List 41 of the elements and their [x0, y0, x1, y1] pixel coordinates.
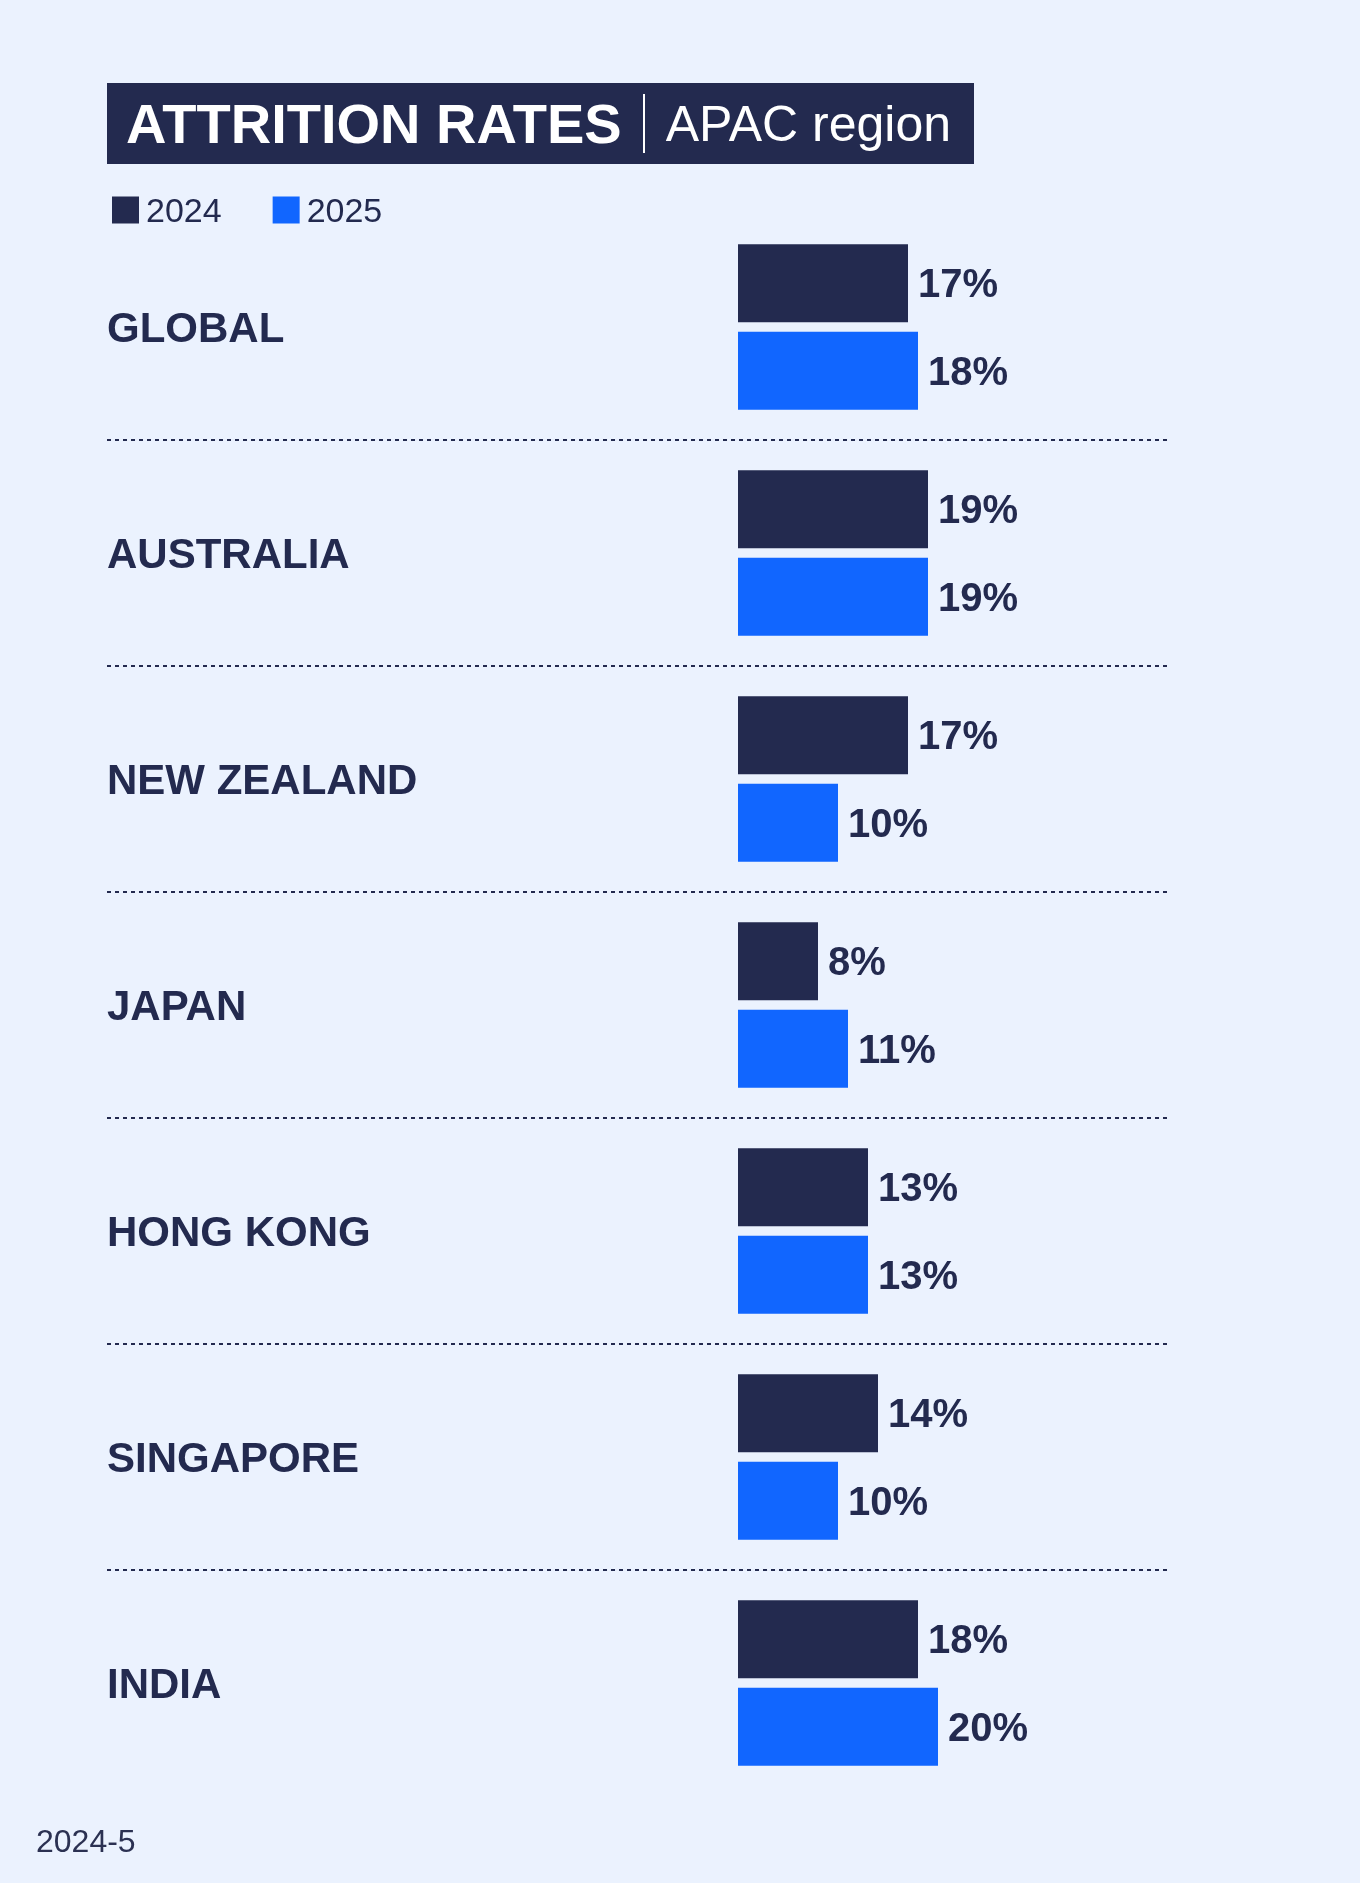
data-label: 8%: [828, 939, 886, 984]
bar: [738, 783, 838, 862]
bar: [738, 1148, 868, 1227]
data-label: 18%: [928, 1617, 1009, 1662]
data-label: 10%: [848, 800, 929, 845]
data-label: 19%: [938, 487, 1019, 532]
bar: [738, 470, 928, 549]
y-tick-label: SINGAPORE: [107, 1433, 360, 1481]
bar: [738, 1235, 868, 1314]
bar: [738, 331, 918, 410]
data-label: 14%: [888, 1391, 969, 1436]
data-label: 13%: [878, 1252, 959, 1297]
y-tick-label: AUSTRALIA: [107, 529, 350, 577]
data-label: 19%: [938, 574, 1019, 619]
text: 2024-5: [36, 1822, 136, 1861]
title-banner: ATTRITION RATES APAC region: [107, 83, 974, 164]
data-label: 10%: [848, 1478, 929, 1523]
data-label: 17%: [918, 261, 999, 306]
legend-label: 2025: [306, 191, 383, 229]
y-tick-label: GLOBAL: [107, 303, 285, 351]
bar: [738, 244, 908, 323]
data-label: 18%: [928, 348, 1009, 393]
y-tick-label: HONG KONG: [107, 1207, 371, 1255]
y-tick-label: JAPAN: [107, 981, 247, 1029]
chart-title: ATTRITION RATES: [126, 91, 622, 156]
y-tick-label: NEW ZEALAND: [107, 755, 418, 803]
bar: [738, 1374, 878, 1453]
chart-subtitle: APAC region: [665, 94, 951, 154]
bar: [738, 1009, 848, 1088]
bar: [738, 922, 818, 1001]
data-label: 20%: [948, 1704, 1029, 1749]
legend-label: 2024: [146, 191, 222, 229]
y-tick-label: INDIA: [107, 1659, 222, 1707]
bar: [738, 557, 928, 636]
data-label: 13%: [878, 1165, 959, 1210]
data-label: 17%: [918, 713, 999, 758]
bar: [738, 1687, 938, 1766]
bar: [738, 1600, 918, 1679]
bar: [738, 1461, 838, 1540]
bar: [738, 696, 908, 775]
data-label: 11%: [858, 1026, 936, 1071]
